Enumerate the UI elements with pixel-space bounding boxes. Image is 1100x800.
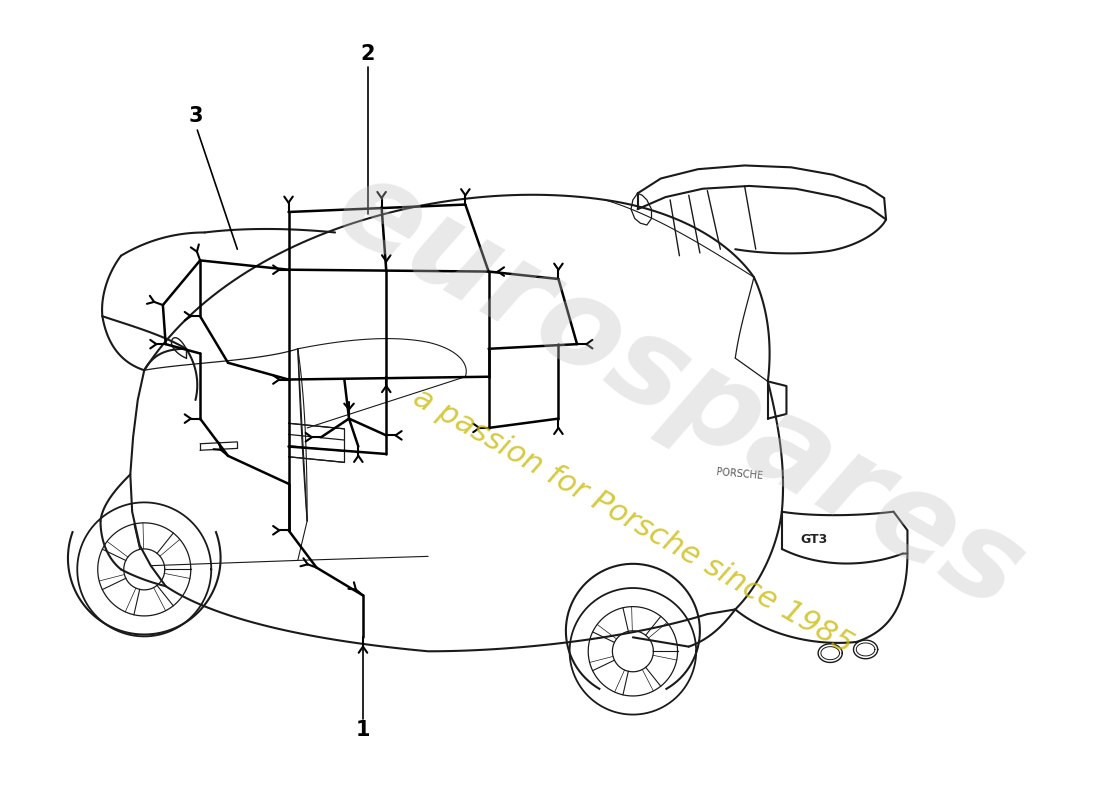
Text: 2: 2 — [361, 44, 375, 64]
Text: a passion for Porsche since 1985: a passion for Porsche since 1985 — [408, 382, 858, 659]
Text: 3: 3 — [188, 106, 202, 126]
Text: eurospares: eurospares — [316, 147, 1043, 634]
Text: GT3: GT3 — [801, 533, 828, 546]
Text: PORSCHE: PORSCHE — [716, 467, 763, 482]
Text: 1: 1 — [355, 721, 371, 741]
